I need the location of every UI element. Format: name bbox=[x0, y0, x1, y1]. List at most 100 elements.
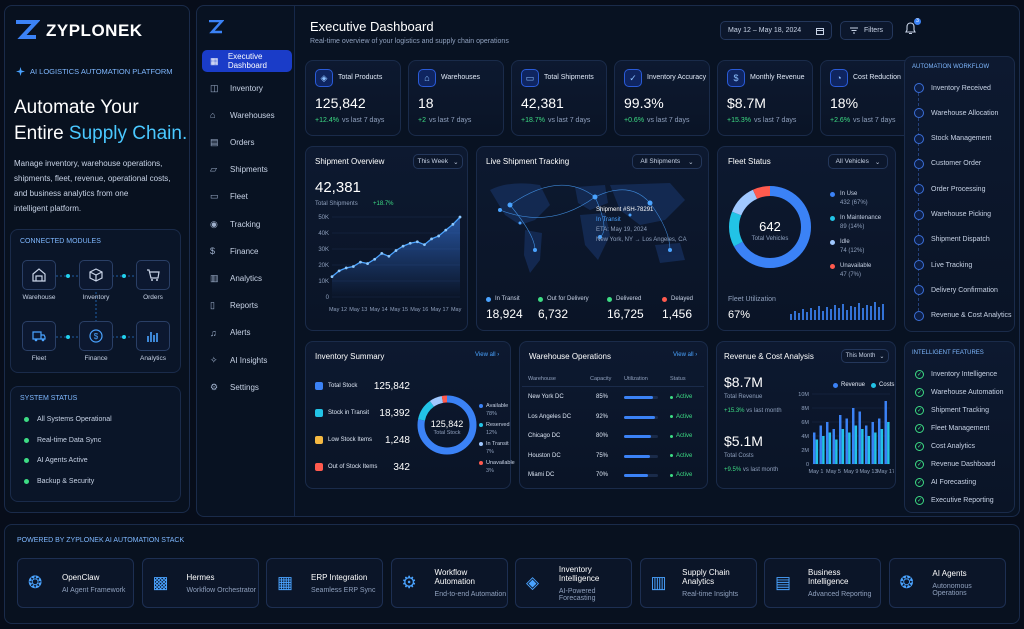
nav-item-finance[interactable]: $ Finance bbox=[202, 240, 292, 262]
inventory-row-icon bbox=[315, 409, 323, 417]
cost-bar bbox=[861, 429, 864, 464]
nav-item-label: Reports bbox=[230, 301, 259, 311]
stack-item[interactable]: ▥ Supply Chain Analytics Real-time Insight… bbox=[639, 558, 757, 608]
gear-icon bbox=[914, 184, 924, 195]
world-map[interactable] bbox=[480, 175, 704, 285]
inventory-view-all[interactable]: View all › bbox=[475, 352, 500, 358]
range-select[interactable]: This Week ⌄ bbox=[413, 154, 463, 169]
nav-item-executive-dashboard[interactable]: ▦ Executive Dashboard bbox=[202, 50, 292, 72]
popup-id: Shipment #SH-78291 bbox=[596, 207, 654, 213]
stack-item[interactable]: ⚙ Workflow Automation End-to-end Automatio… bbox=[390, 558, 508, 608]
check-icon: ✓ bbox=[915, 460, 924, 469]
notification-button[interactable]: 3 bbox=[905, 18, 921, 38]
popup-route: New York, NY → Los Angeles, CA bbox=[596, 237, 687, 243]
stack-item-name: ERP Integration bbox=[311, 572, 368, 582]
module-orders[interactable] bbox=[136, 260, 170, 290]
module-analytics[interactable] bbox=[136, 321, 170, 351]
workflow-step-label: Inventory Received bbox=[931, 84, 991, 92]
system-item: Backup & Security bbox=[24, 478, 94, 485]
x-tick-label: May 12 bbox=[329, 307, 347, 313]
fleet-util-value: 67% bbox=[728, 309, 751, 321]
workflow-step[interactable]: Order Processing bbox=[914, 184, 985, 195]
nav-item-warehouses[interactable]: ⌂ Warehouses bbox=[202, 104, 292, 126]
module-label: Orders bbox=[143, 294, 163, 301]
stack-item-sub: Workflow Orchestrator bbox=[186, 586, 257, 594]
workflow-step[interactable]: Delivery Confirmation bbox=[914, 285, 998, 296]
module-fleet[interactable] bbox=[22, 321, 56, 351]
x-tick-label: May 18 bbox=[451, 307, 462, 313]
workflow-step[interactable]: Warehouse Allocation bbox=[914, 108, 998, 119]
filters-button[interactable]: Filters bbox=[840, 21, 893, 40]
module-warehouse[interactable] bbox=[22, 260, 56, 290]
kpi-delta-suffix: vs last 7 days bbox=[647, 117, 690, 124]
stack-item[interactable]: ▦ ERP Integration Seamless ERP Sync bbox=[266, 558, 383, 608]
stack-item[interactable]: ❂ OpenClaw AI Agent Framework bbox=[17, 558, 134, 608]
data-point bbox=[437, 234, 441, 238]
warehouse-icon bbox=[914, 108, 924, 119]
revenue-title: Revenue & Cost Analysis bbox=[724, 352, 814, 361]
inventory-legend-item: Reserved bbox=[479, 422, 510, 428]
kpi-value: 18 bbox=[418, 95, 434, 111]
chevron-down-icon: ⌄ bbox=[688, 158, 694, 166]
module-inventory[interactable] bbox=[79, 260, 113, 290]
stack-item[interactable]: ▤ Business Intelligence Advanced Reporting bbox=[764, 558, 881, 608]
status-dot bbox=[24, 479, 29, 484]
date-range-picker[interactable]: May 12 – May 18, 2024 bbox=[720, 21, 832, 40]
nav-item-inventory[interactable]: ◫ Inventory bbox=[202, 77, 292, 99]
dollar-icon: $ bbox=[89, 329, 103, 343]
inventory-row-value: 1,248 bbox=[384, 435, 410, 446]
workflow-step[interactable]: Stock Management bbox=[914, 133, 992, 144]
nav-item-orders[interactable]: ▤ Orders bbox=[202, 131, 292, 153]
workflow-step[interactable]: Shipment Dispatch bbox=[914, 234, 990, 245]
nav-item-shipments[interactable]: ▱ Shipments bbox=[202, 159, 292, 181]
inventory-legend-item: Unavailable bbox=[479, 460, 515, 466]
utilization-bar bbox=[624, 415, 658, 419]
live-stat-label: Out for Delivery bbox=[538, 296, 589, 302]
revenue-range-select[interactable]: This Month ⌄ bbox=[841, 349, 889, 363]
data-point bbox=[430, 237, 433, 241]
module-finance[interactable]: $ bbox=[79, 321, 113, 351]
nav-item-tracking[interactable]: ◉ Tracking bbox=[202, 213, 292, 235]
nav-item-reports[interactable]: ▯ Reports bbox=[202, 295, 292, 317]
workflow-step-label: Stock Management bbox=[931, 135, 992, 143]
utilization-fill bbox=[624, 396, 653, 399]
data-point bbox=[359, 260, 362, 264]
kpi-label: Cost Reduction bbox=[853, 74, 901, 81]
shipments-filter-select[interactable]: All Shipments ⌄ bbox=[632, 154, 702, 169]
workflow-step[interactable]: Inventory Received bbox=[914, 83, 991, 93]
x-tick-label: May 5 bbox=[826, 469, 841, 475]
status-badge: Active bbox=[670, 394, 692, 400]
warehouse-capacity: 75% bbox=[596, 452, 609, 459]
workflow-step[interactable]: Customer Order bbox=[914, 158, 981, 169]
warehouse-capacity: 92% bbox=[596, 413, 609, 420]
y-tick-label: 10K bbox=[318, 279, 329, 285]
fleet-legend-label: In Maintenance bbox=[840, 215, 882, 221]
dollar-icon: $ bbox=[727, 69, 745, 87]
nav-item-settings[interactable]: ⚙ Settings bbox=[202, 376, 292, 398]
nav-item-fleet[interactable]: ▭ Fleet bbox=[202, 186, 292, 208]
workflow-step[interactable]: Warehouse Picking bbox=[914, 209, 992, 220]
y-tick-label: 0 bbox=[806, 462, 809, 468]
hermes-icon: ▩ bbox=[152, 573, 169, 592]
system-item-label: Backup & Security bbox=[37, 478, 95, 485]
stack-item[interactable]: ▩ Hermes Workflow Orchestrator bbox=[141, 558, 259, 608]
workflow-step[interactable]: Live Tracking bbox=[914, 260, 972, 271]
fleet-legend-item: In Maintenance bbox=[830, 215, 881, 221]
workflow-step[interactable]: Revenue & Cost Analytics bbox=[914, 310, 1012, 321]
warehouse-view-all[interactable]: View all › bbox=[673, 352, 698, 358]
nav-item-analytics[interactable]: ▥ Analytics bbox=[202, 267, 292, 289]
stack-item[interactable]: ◈ Inventory Intelligence AI-Powered Foreca… bbox=[515, 558, 632, 608]
kpi-label: Monthly Revenue bbox=[750, 74, 805, 81]
revenue-bar bbox=[884, 401, 887, 464]
kpi-delta-row: +0.6% vs last 7 days bbox=[624, 117, 689, 124]
stack-item[interactable]: ❂ AI Agents Autonomous Operations bbox=[888, 558, 1006, 608]
status-dot bbox=[486, 296, 491, 302]
status-badge: Active bbox=[670, 453, 692, 459]
kpi-delta-row: +2 vs last 7 days bbox=[418, 117, 471, 124]
nav-item-alerts[interactable]: ♫ Alerts bbox=[202, 322, 292, 344]
workflow-step-label: Warehouse Picking bbox=[931, 211, 992, 218]
kpi-value: $8.7M bbox=[727, 95, 766, 111]
nav-item-ai-insights[interactable]: ✧ AI Insights bbox=[202, 349, 292, 371]
vehicles-filter-select[interactable]: All Vehicles ⌄ bbox=[828, 154, 888, 169]
nav-item-label: Alerts bbox=[230, 328, 251, 338]
